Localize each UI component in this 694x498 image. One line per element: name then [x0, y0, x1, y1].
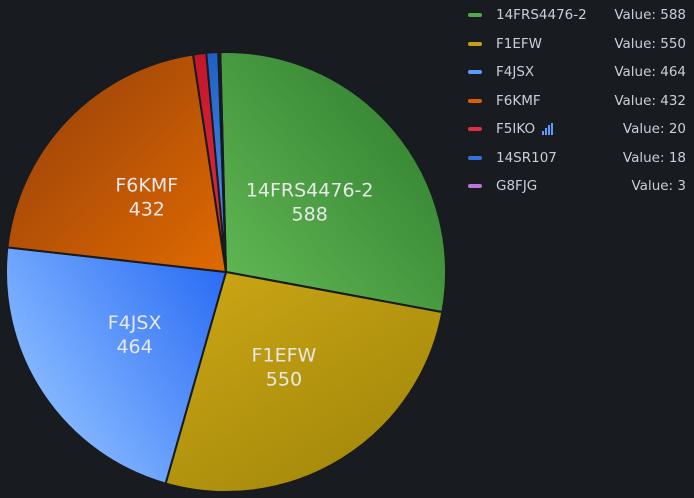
legend-swatch [468, 155, 482, 160]
pie-slice-14frs4476-2[interactable] [219, 51, 447, 314]
legend-swatch [468, 184, 482, 189]
slice-label-f4jsx: F4JSX 464 [108, 312, 162, 358]
legend-swatch [468, 13, 482, 18]
legend-item-f5iko[interactable]: F5IKO Value: 20 [468, 115, 686, 144]
legend-label: G8FJG [496, 178, 538, 195]
pie-slice-g8fjg[interactable] [217, 51, 227, 273]
pie-chart: 14FRS4476-2 588 F1EFW 550 F4JSX 464 F6KMF 432 [5, 51, 447, 493]
legend-value: Value: 550 [614, 35, 686, 52]
slice-label-14frs4476-2: 14FRS4476-2 588 [246, 180, 374, 226]
pie-slice-f6kmf[interactable] [6, 53, 227, 273]
slice-label-f1efw: F1EFW 550 [252, 345, 317, 391]
legend-item-f6kmf[interactable]: F6KMF Value: 432 [468, 87, 686, 116]
signal-bars-icon [542, 123, 554, 136]
legend-value: Value: 18 [622, 149, 686, 166]
legend-label: F6KMF [496, 92, 541, 109]
legend-swatch [468, 98, 482, 103]
legend-item-g8fjg[interactable]: G8FJG Value: 3 [468, 172, 686, 201]
legend-item-14sr107[interactable]: 14SR107 Value: 18 [468, 144, 686, 173]
pie-slice-f1efw[interactable] [164, 271, 444, 493]
legend-label: F4JSX [496, 64, 535, 81]
pie-slice-f4jsx[interactable] [5, 246, 227, 485]
legend-swatch [468, 70, 482, 75]
legend-item-f4jsx[interactable]: F4JSX Value: 464 [468, 58, 686, 87]
legend-value: Value: 464 [614, 64, 686, 81]
pie-slices [5, 51, 447, 493]
legend-item-f1efw[interactable]: F1EFW Value: 550 [468, 30, 686, 59]
legend-value: Value: 3 [631, 178, 686, 195]
legend-value: Value: 588 [614, 7, 686, 24]
legend-label: F1EFW [496, 35, 542, 52]
legend-swatch [468, 127, 482, 132]
legend-label: F5IKO [496, 121, 536, 138]
chart-legend: 14FRS4476-2 Value: 588 F1EFW Value: 550 F4JS… [468, 1, 686, 201]
legend-label: 14SR107 [496, 149, 557, 166]
legend-item-14frs4476-2[interactable]: 14FRS4476-2 Value: 588 [468, 1, 686, 30]
legend-label: 14FRS4476-2 [496, 7, 587, 24]
legend-value: Value: 20 [622, 121, 686, 138]
pie-labels: 14FRS4476-2 588 F1EFW 550 F4JSX 464 F6KMF 432 [108, 175, 374, 391]
legend-value: Value: 432 [614, 92, 686, 109]
legend-swatch [468, 41, 482, 46]
slice-label-f6kmf: F6KMF 432 [115, 175, 178, 221]
